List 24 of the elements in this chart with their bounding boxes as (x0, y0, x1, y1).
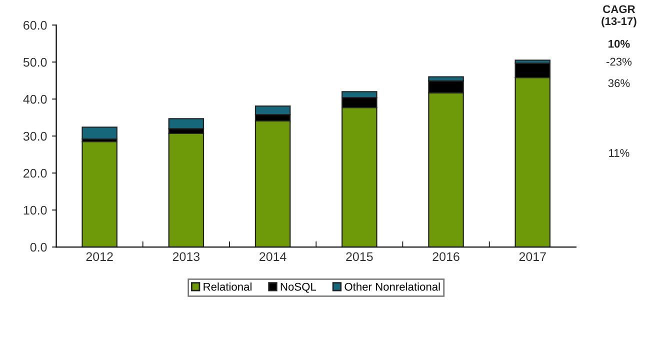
x-tick-label: 2014 (260, 252, 286, 262)
y-tick-label: 40.0 (23, 94, 47, 104)
text: CAGR (13-17) (602, 5, 636, 28)
x-tick-label: 2017 (519, 252, 546, 262)
text: 11% (609, 149, 630, 157)
y-tick-label: 50.0 (23, 58, 47, 67)
text: 36% (608, 79, 630, 88)
text: 10% (608, 40, 630, 48)
bar (82, 141, 118, 248)
x-tick-label: 2013 (172, 252, 200, 262)
x-tick-label: 2015 (346, 252, 373, 262)
y-tick-label: 30.0 (23, 132, 47, 141)
x-tick-label: 2016 (432, 252, 460, 262)
x-tick-label: 2012 (86, 252, 113, 262)
legend-label: Other Nonrelational (344, 282, 440, 291)
legend-label: NoSQL (280, 282, 316, 293)
bar (168, 132, 204, 248)
legend-label: Relational (204, 282, 252, 291)
bar (82, 126, 118, 140)
y-tick-label: 0.0 (30, 242, 47, 252)
y-tick-label: 60.0 (24, 20, 47, 30)
y-tick-label: 20.0 (24, 168, 47, 178)
text: -23% (606, 58, 632, 66)
y-tick-label: 10.0 (24, 206, 47, 215)
